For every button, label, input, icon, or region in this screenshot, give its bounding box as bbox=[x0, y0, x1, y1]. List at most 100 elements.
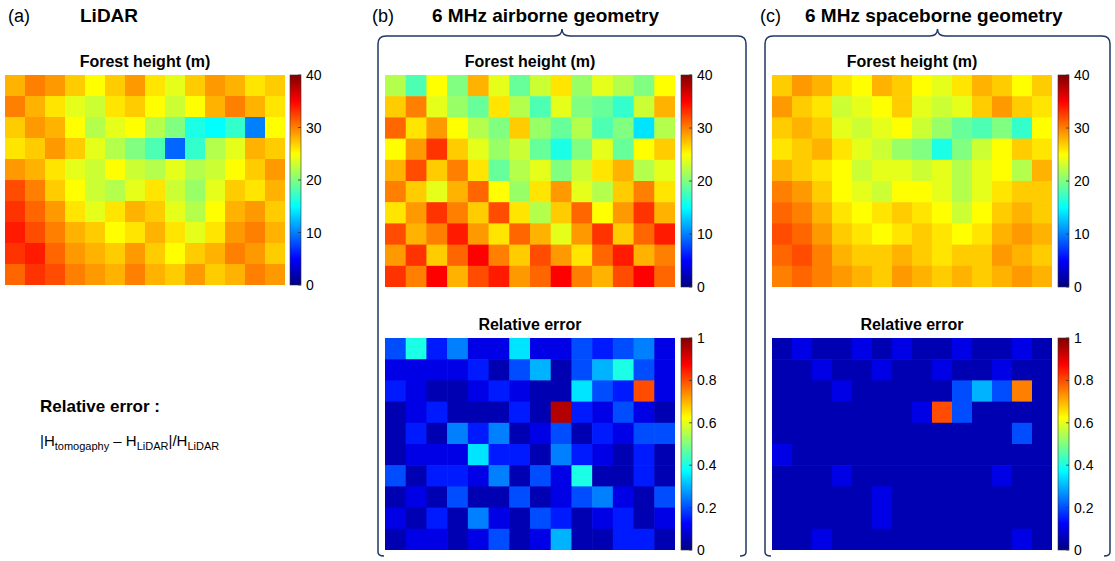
heatmap-cell bbox=[447, 139, 468, 161]
heatmap-cell bbox=[1012, 380, 1033, 402]
cells bbox=[385, 338, 675, 550]
heatmap-cell bbox=[406, 202, 427, 224]
heatmap-cell bbox=[571, 380, 592, 402]
heatmap-cell bbox=[265, 264, 285, 285]
heatmap-cell bbox=[426, 338, 447, 360]
heatmap-cell bbox=[972, 139, 993, 161]
heatmap-cell bbox=[892, 529, 913, 550]
heatmap-cell bbox=[654, 245, 675, 267]
heatmap-cell bbox=[385, 245, 406, 267]
panel-title: 6 MHz spaceborne geometry bbox=[805, 5, 1063, 26]
heatmap-cell bbox=[792, 117, 813, 139]
heatmap-cell bbox=[385, 486, 406, 508]
heatmap-cell bbox=[468, 486, 489, 508]
heatmap-cell bbox=[892, 465, 913, 487]
heatmap-cell bbox=[912, 181, 933, 203]
heatmap-cell bbox=[509, 75, 530, 97]
colorbar-tick-label: 0 bbox=[697, 542, 705, 558]
heatmap-cell bbox=[5, 180, 26, 202]
formula: |Htomogaphy – HLiDAR|/HLiDAR bbox=[40, 432, 219, 452]
colorbar-tick-label: 30 bbox=[697, 120, 713, 136]
heatmap-cell bbox=[205, 159, 226, 181]
heatmap-cell bbox=[1032, 96, 1052, 118]
heatmap-cell bbox=[1032, 465, 1052, 487]
heatmap-cell bbox=[992, 359, 1013, 381]
heatmap-cell bbox=[468, 202, 489, 224]
heatmap-cell bbox=[992, 423, 1013, 445]
heatmap-cell bbox=[406, 508, 427, 530]
heatmap-cell bbox=[792, 380, 813, 402]
heatmap-cell bbox=[25, 222, 46, 244]
heatmap-cell bbox=[812, 160, 833, 182]
heatmap-cell bbox=[45, 201, 66, 223]
heatmap-cell bbox=[468, 245, 489, 267]
formula-subscript: tomogaphy bbox=[55, 440, 110, 452]
heatmap-cell bbox=[385, 465, 406, 487]
colorbar-tick-label: 0 bbox=[1074, 542, 1082, 558]
heatmap-cell bbox=[45, 159, 66, 181]
heatmap-cell bbox=[551, 223, 572, 245]
heatmap-cell bbox=[932, 529, 953, 550]
heatmap-cell bbox=[25, 96, 46, 118]
heatmap-cell bbox=[85, 264, 106, 285]
heatmap-cell bbox=[45, 264, 66, 285]
heatmap-cell bbox=[912, 117, 933, 139]
heatmap-cell bbox=[426, 117, 447, 139]
heatmap-cell bbox=[654, 96, 675, 118]
heatmap-cell bbox=[852, 465, 873, 487]
heatmap-cell bbox=[972, 444, 993, 466]
heatmap-cell bbox=[654, 160, 675, 182]
heatmap-cell bbox=[992, 529, 1013, 550]
heatmap-cell bbox=[489, 508, 510, 530]
heatmap-cell bbox=[613, 160, 634, 182]
heatmap-cell bbox=[447, 266, 468, 287]
formula-part: |/H bbox=[168, 432, 187, 449]
colorbar-tick bbox=[689, 422, 692, 423]
heatmap-cell bbox=[105, 75, 126, 97]
heatmap-cell bbox=[832, 465, 853, 487]
heatmap-cell bbox=[872, 139, 893, 161]
heatmap-cell bbox=[832, 380, 853, 402]
heatmap-cell bbox=[812, 380, 833, 402]
heatmap-cell bbox=[205, 96, 226, 118]
colorbar-tick-label: 40 bbox=[1074, 67, 1090, 83]
heatmap-cell bbox=[265, 117, 285, 139]
panel-title: LiDAR bbox=[80, 5, 138, 26]
heatmap-cell bbox=[852, 266, 873, 287]
heatmap-cell bbox=[852, 486, 873, 508]
heatmap-cell bbox=[509, 359, 530, 381]
heatmap-cell bbox=[489, 96, 510, 118]
heatmap-cell bbox=[571, 181, 592, 203]
heatmap-cell bbox=[489, 160, 510, 182]
heatmap-cell bbox=[592, 75, 613, 97]
heatmap-cell bbox=[592, 223, 613, 245]
heatmap-cell bbox=[932, 181, 953, 203]
heatmap-cell bbox=[530, 465, 551, 487]
heatmap-cell bbox=[265, 180, 285, 202]
heatmap-cell bbox=[634, 486, 655, 508]
heatmap-cell bbox=[489, 245, 510, 267]
heatmap-cell bbox=[145, 222, 166, 244]
heatmap-cell bbox=[125, 222, 146, 244]
heatmap-cell bbox=[551, 465, 572, 487]
colorbar-tick bbox=[689, 181, 692, 182]
heatmap-cell bbox=[426, 139, 447, 161]
heatmap-cell bbox=[952, 529, 973, 550]
heatmap-cell bbox=[1032, 402, 1052, 424]
heatmap-cell bbox=[385, 444, 406, 466]
heatmap-cell bbox=[952, 402, 973, 424]
colorbar-tick-label: 0.4 bbox=[697, 457, 717, 473]
note-title: Relative error : bbox=[40, 397, 160, 416]
heatmap-cell bbox=[772, 245, 793, 267]
colorbar-tick-label: 0.8 bbox=[697, 372, 717, 388]
heatmap-cell bbox=[406, 402, 427, 424]
heatmap-cell bbox=[265, 201, 285, 223]
heatmap-cell bbox=[634, 139, 655, 161]
heatmap-cell bbox=[654, 202, 675, 224]
heatmap-cell bbox=[932, 380, 953, 402]
heatmap-cell bbox=[1032, 444, 1052, 466]
heatmap-cell bbox=[105, 159, 126, 181]
heatmap-cell bbox=[385, 380, 406, 402]
heatmap-cell bbox=[489, 139, 510, 161]
heatmap-cell bbox=[892, 338, 913, 360]
